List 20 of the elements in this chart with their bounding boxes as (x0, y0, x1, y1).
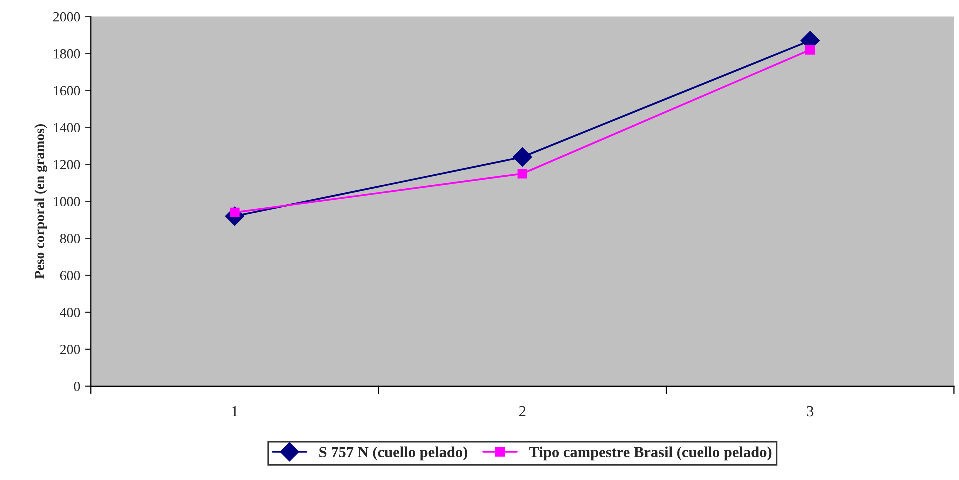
point (518, 169, 528, 179)
point (805, 45, 816, 55)
legend-label: Tipo campestre Brasil (cuello pelado) (530, 446, 772, 461)
x-tick-label: 2 (520, 406, 526, 416)
y-tick-label: 600 (60, 271, 80, 280)
y-tick-label: 1000 (54, 197, 80, 207)
y-tick-label: 1200 (54, 160, 80, 170)
y-tick-label: 800 (60, 234, 80, 244)
y-tick-label: 0 (74, 382, 80, 392)
point (513, 148, 532, 167)
y-tick-label: 1800 (54, 49, 80, 59)
y-axis-title: Peso corporal (en gramos) (34, 124, 48, 280)
y-tick-label: 2000 (54, 12, 80, 22)
y-tick-label: 1400 (54, 123, 80, 133)
y-tick-label: 1600 (54, 86, 80, 96)
legend-label: S 757 N (cuello pelado) (320, 446, 468, 461)
x-tick-label: 1 (232, 406, 238, 416)
x-tick-label: 3 (807, 406, 814, 417)
y-tick-label: 200 (60, 345, 80, 354)
y-tick-label: 400 (60, 308, 80, 318)
